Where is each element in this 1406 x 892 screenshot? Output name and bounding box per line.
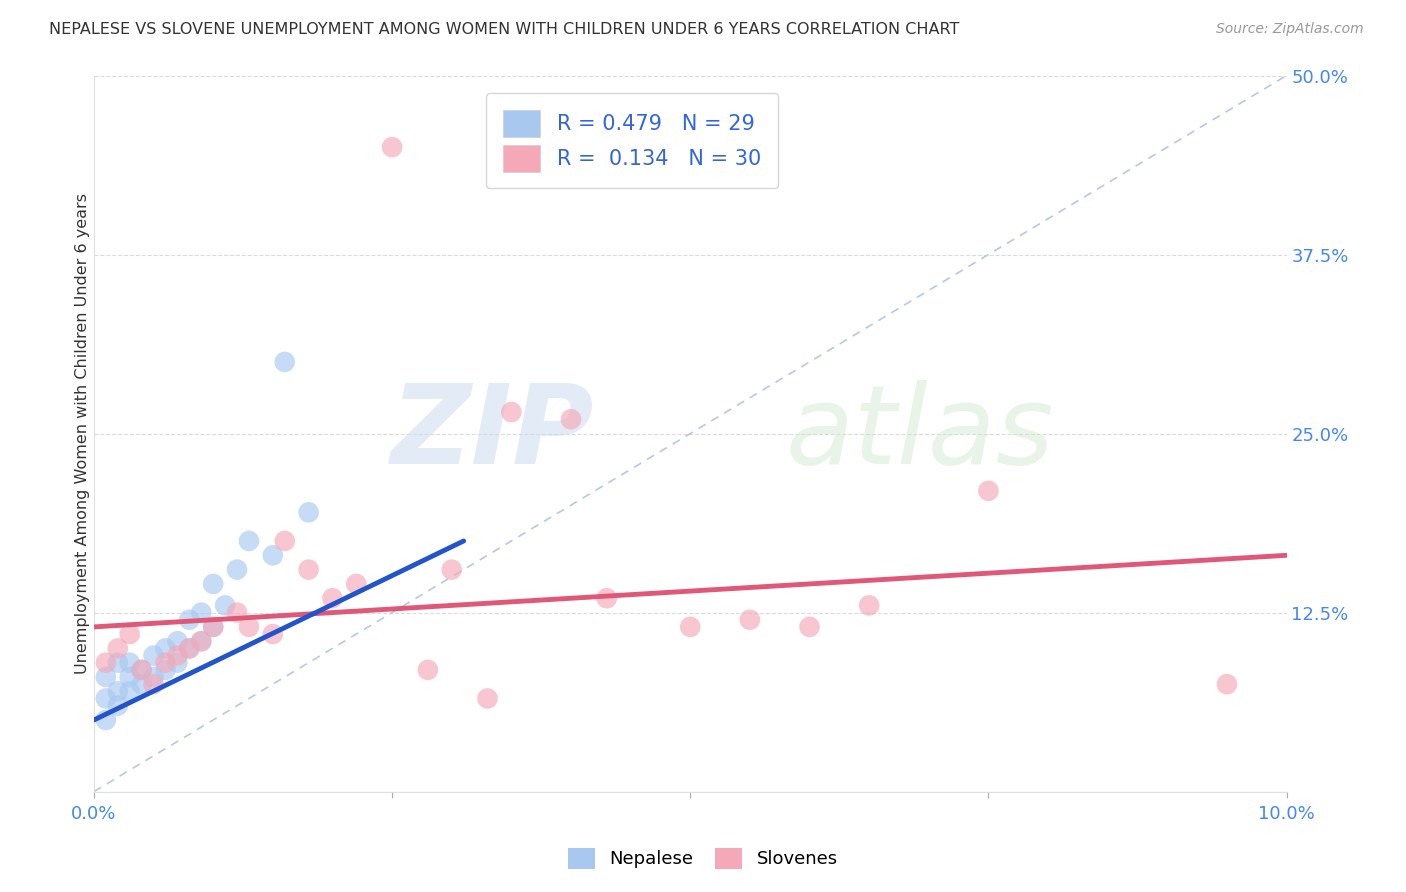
Point — [155, 656, 177, 670]
Point — [118, 670, 141, 684]
Point — [202, 577, 225, 591]
Point — [738, 613, 761, 627]
Point — [858, 599, 880, 613]
Point — [131, 663, 153, 677]
Point — [202, 620, 225, 634]
Point — [226, 606, 249, 620]
Point — [274, 533, 297, 548]
Point — [214, 599, 236, 613]
Point — [238, 620, 260, 634]
Text: ZIP: ZIP — [391, 380, 595, 487]
Point — [344, 577, 367, 591]
Point — [190, 606, 212, 620]
Point — [142, 670, 165, 684]
Point — [297, 505, 319, 519]
Y-axis label: Unemployment Among Women with Children Under 6 years: Unemployment Among Women with Children U… — [76, 193, 90, 674]
Point — [142, 648, 165, 663]
Point — [190, 634, 212, 648]
Point — [118, 627, 141, 641]
Point — [107, 698, 129, 713]
Text: NEPALESE VS SLOVENE UNEMPLOYMENT AMONG WOMEN WITH CHILDREN UNDER 6 YEARS CORRELA: NEPALESE VS SLOVENE UNEMPLOYMENT AMONG W… — [49, 22, 959, 37]
Point — [94, 656, 117, 670]
Point — [166, 648, 188, 663]
Legend: Nepalese, Slovenes: Nepalese, Slovenes — [561, 840, 845, 876]
Point — [107, 684, 129, 698]
Point — [274, 355, 297, 369]
Point — [118, 684, 141, 698]
Point — [799, 620, 821, 634]
Text: atlas: atlas — [786, 380, 1054, 487]
Point — [596, 591, 619, 606]
Point — [321, 591, 343, 606]
Point — [202, 620, 225, 634]
Point — [477, 691, 499, 706]
Point — [679, 620, 702, 634]
Point — [262, 627, 284, 641]
Legend: R = 0.479   N = 29, R =  0.134   N = 30: R = 0.479 N = 29, R = 0.134 N = 30 — [486, 93, 778, 188]
Point — [166, 656, 188, 670]
Point — [94, 691, 117, 706]
Point — [118, 656, 141, 670]
Point — [226, 563, 249, 577]
Point — [107, 656, 129, 670]
Point — [166, 634, 188, 648]
Point — [977, 483, 1000, 498]
Point — [142, 677, 165, 691]
Point — [94, 670, 117, 684]
Point — [179, 641, 201, 656]
Point — [131, 677, 153, 691]
Point — [440, 563, 463, 577]
Point — [131, 663, 153, 677]
Point — [381, 140, 404, 154]
Point — [297, 563, 319, 577]
Point — [155, 663, 177, 677]
Point — [190, 634, 212, 648]
Point — [155, 641, 177, 656]
Point — [179, 641, 201, 656]
Point — [560, 412, 582, 426]
Point — [238, 533, 260, 548]
Point — [179, 613, 201, 627]
Point — [94, 713, 117, 727]
Text: Source: ZipAtlas.com: Source: ZipAtlas.com — [1216, 22, 1364, 37]
Point — [416, 663, 439, 677]
Point — [107, 641, 129, 656]
Point — [262, 549, 284, 563]
Point — [501, 405, 523, 419]
Point — [1216, 677, 1239, 691]
